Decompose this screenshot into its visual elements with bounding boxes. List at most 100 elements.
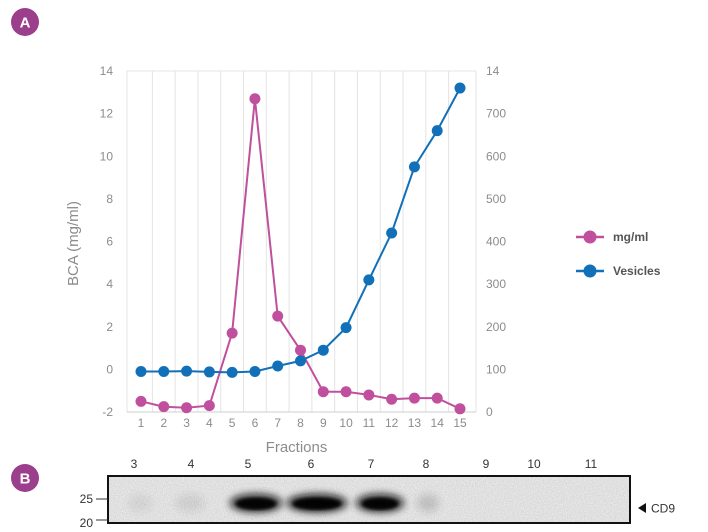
left-y-tick-label: -2 [102, 405, 113, 419]
data-point-s0-4 [226, 327, 238, 339]
data-point-s1-14 [454, 82, 466, 94]
panel-b-label: B [20, 471, 31, 488]
data-point-s1-12 [408, 161, 420, 173]
chart-gridlines [126, 70, 477, 412]
blot-band-core [362, 498, 398, 510]
x-tick-label: 8 [297, 416, 304, 430]
data-point-s1-13 [431, 125, 443, 137]
data-point-s0-11 [386, 393, 398, 405]
panel-a-label: A [20, 15, 31, 32]
x-tick-label: 2 [160, 416, 167, 430]
x-tick-label: 5 [229, 416, 236, 430]
panel-a-badge-circle [11, 8, 39, 36]
left-y-tick-label: 10 [100, 149, 114, 163]
data-point-s0-0 [135, 395, 147, 407]
left-y-tick-label: 8 [106, 192, 113, 206]
left-triangle-icon [638, 503, 646, 513]
right-y-tick-label: 100 [486, 362, 506, 376]
mw-marker-20: 20 [80, 516, 94, 530]
right-y-tick-label: 400 [486, 235, 506, 249]
x-ticks: 1 2 3 4 5 6 7 8 9 10 11 12 13 14 15 [138, 416, 467, 430]
data-point-s0-13 [431, 392, 443, 404]
x-tick-label: 6 [252, 416, 259, 430]
left-y-ticks: -2 0 2 4 6 8 10 12 14 [100, 64, 114, 419]
x-tick-label: 1 [138, 416, 145, 430]
data-point-s1-5 [249, 366, 261, 378]
x-tick-label: 15 [453, 416, 467, 430]
left-y-tick-label: 0 [106, 362, 113, 376]
x-axis-title: Fractions [266, 439, 328, 456]
blot-band-core [293, 498, 341, 510]
data-point-s0-8 [317, 386, 329, 398]
panel-b-badge-circle [11, 464, 39, 492]
x-tick-label: 10 [339, 416, 353, 430]
right-y-tick-label-top: 14 [486, 64, 500, 78]
right-y-tick-label: 200 [486, 320, 506, 334]
data-point-s0-12 [408, 392, 420, 404]
data-point-s0-14 [454, 403, 466, 415]
series-line-1 [141, 87, 461, 374]
data-point-s1-1 [158, 366, 170, 378]
left-y-tick-label: 12 [100, 107, 114, 121]
x-tick-label: 7 [274, 416, 281, 430]
blot-lane-label: 3 [131, 457, 138, 471]
legend-entry-label: mg/ml [613, 230, 648, 244]
x-tick-label: 3 [183, 416, 190, 430]
right-y-tick-label: 300 [486, 277, 506, 291]
x-tick-label: 9 [320, 416, 327, 430]
data-point-s0-1 [158, 401, 170, 413]
blot-lane-label: 11 [585, 457, 598, 471]
data-point-s0-3 [203, 400, 215, 412]
x-tick-label: 12 [385, 416, 399, 430]
chart-legend: mg/ml Vesicles [576, 230, 661, 278]
legend-entry-label: Vesicles [613, 264, 661, 278]
data-point-s1-7 [295, 355, 306, 367]
blot-lane-label: 6 [308, 457, 315, 471]
blot-lane-label: 4 [188, 457, 195, 471]
data-point-s0-6 [272, 310, 284, 322]
left-y-tick-label: 6 [106, 235, 113, 249]
left-y-tick-label: 4 [106, 277, 113, 291]
legend-swatch-marker [583, 230, 597, 244]
data-point-s1-10 [363, 274, 375, 286]
data-point-s1-6 [272, 360, 284, 372]
data-point-s1-0 [135, 366, 147, 378]
data-point-s1-2 [181, 365, 193, 377]
western-blot: 3 4 5 6 7 8 9 10 11 25 20 CD9 [80, 457, 676, 530]
data-point-s1-3 [203, 366, 215, 378]
right-y-tick-label: 500 [486, 192, 506, 206]
x-tick-label: 11 [363, 416, 376, 430]
data-point-s0-2 [181, 402, 193, 414]
x-tick-label: 14 [431, 416, 445, 430]
data-point-s1-11 [386, 227, 398, 239]
blot-lane-label: 5 [245, 457, 252, 471]
blot-lane-label: 9 [483, 457, 490, 471]
legend-swatch-marker [583, 264, 597, 278]
x-tick-label: 13 [408, 416, 422, 430]
data-point-s1-9 [340, 322, 352, 334]
band-label-cd9: CD9 [651, 502, 675, 516]
right-y-ticks: 0 100 200 300 400 500 600 700 14 [486, 64, 506, 419]
blot-lane-label: 7 [368, 457, 375, 471]
series-points [135, 82, 466, 415]
blot-lane-label: 8 [423, 457, 430, 471]
panel-a-badge: A [11, 8, 39, 36]
panel-b-badge: B [11, 464, 39, 492]
x-tick-label: 4 [206, 416, 213, 430]
left-y-tick-label: 2 [106, 320, 113, 334]
right-y-tick-label: 700 [486, 107, 506, 121]
blot-band [128, 494, 152, 512]
mw-marker-25: 25 [80, 492, 94, 506]
blot-lane-labels: 3 4 5 6 7 8 9 10 11 [131, 457, 598, 471]
blot-bands [128, 494, 439, 512]
blot-band [417, 494, 439, 512]
data-point-s0-5 [249, 93, 261, 105]
blot-band-core [236, 498, 276, 510]
data-point-s0-10 [363, 389, 375, 401]
data-point-s1-4 [226, 366, 238, 378]
right-y-tick-label: 0 [486, 405, 493, 419]
y-axis-title: BCA (mg/ml) [65, 201, 82, 286]
data-point-s0-9 [340, 386, 352, 398]
blot-lane-label: 10 [527, 457, 541, 471]
